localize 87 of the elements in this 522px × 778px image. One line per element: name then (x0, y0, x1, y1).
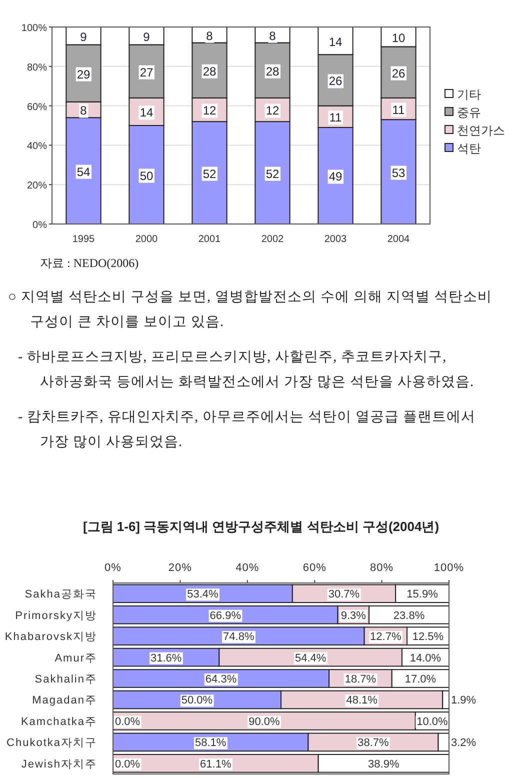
data-label: 23.8% (393, 610, 425, 622)
data-label: 11 (329, 110, 342, 125)
x-tick-label: 0% (104, 562, 122, 574)
data-label: 14.0% (410, 652, 442, 664)
data-label: 15.9% (406, 588, 438, 601)
x-tick-label: 60% (302, 562, 326, 574)
data-label: 8 (206, 28, 214, 43)
data-label: 30.7% (328, 588, 360, 601)
legend-label: 중유 (457, 106, 481, 120)
text: ○ 지역별 석탄소비 구성을 보면, 열병합발전소의 수에 의해 지역별 석탄소비 구성이 큰 차이를 보이고 있음. (8, 289, 493, 332)
data-label: 18.7% (344, 674, 376, 686)
data-label: 54.4% (294, 652, 326, 664)
x-tick-label: 2004 (387, 234, 410, 245)
data-label: 12 (266, 104, 280, 118)
data-label: 61.1% (200, 758, 232, 770)
data-label: 52 (266, 166, 280, 181)
legend-label: 기타 (457, 88, 481, 102)
data-label: 9.3% (340, 610, 366, 622)
data-label: 9 (80, 30, 88, 44)
y-tick-label: 80% (26, 62, 48, 74)
data-label: 26 (392, 66, 406, 80)
y-tick-label: Jewish자치주 (21, 758, 97, 770)
x-tick-label: 2003 (324, 234, 348, 245)
text: - 하바로프스크지방, 프리모르스키지방, 사할린주, 추코트카자치구, 사하공화국 등에서는 화력발전소에서 가장 많은 석탄을 사용하였음. (18, 349, 475, 392)
data-label: 10 (392, 30, 406, 45)
data-label: 64.3% (205, 674, 237, 686)
data-label: 29 (76, 67, 90, 82)
data-label: 53 (392, 166, 406, 180)
y-tick-label: 100% (21, 23, 48, 34)
data-label: 9 (143, 30, 150, 44)
data-label: 14 (140, 106, 154, 120)
x-tick-label: 40% (236, 562, 260, 574)
text: - 캄차트카주, 유대인자치주, 아무르주에서는 석탄이 열공급 플랜트에서 가장 많이 사용되었음. (18, 409, 477, 452)
x-tick-label: 100% (434, 562, 464, 574)
x-tick-label: 2001 (198, 234, 222, 245)
data-label: 1.9% (451, 694, 476, 707)
x-tick-label: 2000 (135, 234, 158, 245)
data-label: 12.5% (412, 631, 444, 644)
y-tick-label: Khabarovsk지방 (4, 631, 97, 644)
y-tick-label: 0% (32, 220, 48, 231)
y-tick-label: Sakhalin주 (34, 674, 97, 686)
data-label: 8 (269, 28, 276, 43)
data-label: 17.0% (404, 674, 436, 686)
data-label: 48.1% (346, 694, 378, 707)
data-label: 10.0% (416, 716, 448, 728)
x-tick-label: 1995 (72, 234, 96, 245)
data-label: 26 (328, 74, 342, 88)
data-label: 12 (202, 104, 216, 118)
data-label: 50.0% (181, 694, 213, 707)
x-tick-label: 2002 (261, 234, 284, 245)
legend-label: 천연가스 (457, 124, 505, 138)
data-label: 0.0% (115, 716, 140, 728)
data-label: 90.0% (248, 716, 280, 728)
data-label: 14 (328, 34, 342, 49)
data-label: 31.6% (150, 652, 182, 664)
y-tick-label: Primorsky지방 (15, 610, 97, 622)
data-label: 28 (266, 64, 280, 78)
data-label: 74.8% (223, 631, 254, 644)
x-tick-label: 20% (168, 562, 192, 574)
data-label: 58.1% (195, 737, 226, 750)
data-label: 3.2% (451, 737, 476, 750)
data-label: 66.9% (210, 610, 242, 622)
y-tick-label: Kamchatka주 (20, 716, 97, 728)
y-tick-label: Amur주 (54, 652, 97, 664)
data-label: 8 (80, 104, 88, 118)
data-label: 52 (202, 166, 216, 181)
text: 자료 : NEDO(2006) (40, 255, 140, 272)
y-tick-label: 60% (26, 102, 48, 113)
data-label: 38.9% (368, 758, 400, 770)
data-label: 50 (140, 168, 154, 183)
data-label: 53.4% (187, 588, 219, 601)
data-label: 0.0% (115, 758, 140, 770)
chart-title: [그림 1-6] 극동지역내 연방구성주체별 석탄소비 구성(2004년) (82, 519, 440, 534)
data-label: 49 (328, 170, 342, 184)
data-label: 12.7% (370, 631, 402, 644)
y-tick-label: 40% (26, 141, 48, 152)
legend-label: 석탄 (457, 142, 481, 156)
y-tick-label: Chukotka자치구 (6, 737, 97, 750)
y-tick-label: 20% (26, 180, 48, 192)
y-tick-label: Sakha공화국 (24, 588, 97, 601)
data-label: 11 (392, 102, 406, 117)
data-label: 54 (76, 164, 90, 179)
data-label: 38.7% (358, 737, 390, 750)
data-label: 28 (202, 64, 216, 78)
data-label: 27 (140, 65, 154, 80)
y-tick-label: Magadan주 (32, 694, 97, 707)
x-tick-label: 80% (370, 562, 394, 574)
